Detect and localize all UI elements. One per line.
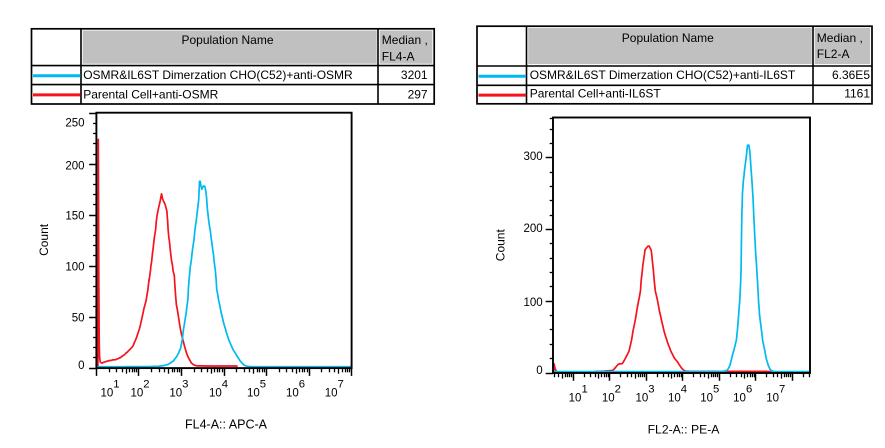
svg-text:103: 103	[635, 383, 654, 404]
svg-text:103: 103	[169, 378, 188, 399]
svg-text:FL4-A:: APC-A: FL4-A:: APC-A	[185, 418, 268, 432]
svg-text:Count: Count	[494, 229, 508, 262]
svg-text:297: 297	[408, 88, 428, 102]
svg-text:105: 105	[247, 378, 266, 399]
svg-text:200: 200	[524, 223, 543, 235]
svg-text:150: 150	[65, 211, 84, 223]
svg-text:FL4-A: FL4-A	[382, 50, 415, 64]
svg-text:50: 50	[72, 312, 85, 324]
svg-text:105: 105	[700, 383, 719, 404]
svg-text:107: 107	[766, 383, 785, 404]
svg-text:102: 102	[130, 378, 149, 399]
svg-text:102: 102	[602, 383, 621, 404]
svg-text:Population Name: Population Name	[181, 33, 273, 47]
svg-text:OSMR&IL6ST Dimerzation CHO(C52: OSMR&IL6ST Dimerzation CHO(C52)+anti-OSM…	[83, 68, 353, 82]
svg-text:100: 100	[65, 261, 84, 273]
svg-text:104: 104	[209, 378, 228, 399]
svg-text:Median ,: Median ,	[382, 33, 428, 47]
svg-text:6.36E5: 6.36E5	[832, 68, 870, 82]
svg-text:FL2-A: FL2-A	[817, 47, 850, 61]
svg-text:107: 107	[325, 378, 344, 399]
svg-text:100: 100	[524, 297, 543, 309]
svg-text:1161: 1161	[844, 87, 870, 101]
svg-text:Parental Cell+anti-IL6ST: Parental Cell+anti-IL6ST	[530, 87, 662, 101]
svg-text:3201: 3201	[401, 68, 428, 82]
svg-text:106: 106	[286, 378, 305, 399]
svg-text:Population Name: Population Name	[622, 31, 714, 45]
svg-text:FL2-A:: PE-A: FL2-A:: PE-A	[648, 423, 721, 437]
svg-text:0: 0	[536, 365, 542, 377]
svg-text:0: 0	[78, 360, 84, 372]
svg-text:101: 101	[100, 378, 119, 399]
svg-text:104: 104	[668, 383, 687, 404]
svg-text:Count: Count	[37, 223, 51, 256]
svg-text:200: 200	[65, 160, 84, 172]
svg-text:OSMR&IL6ST Dimerzation CHO(C52: OSMR&IL6ST Dimerzation CHO(C52)+anti-IL6…	[530, 68, 796, 82]
svg-text:300: 300	[524, 151, 543, 163]
svg-text:250: 250	[65, 118, 84, 130]
svg-text:Parental Cell+anti-OSMR: Parental Cell+anti-OSMR	[83, 88, 218, 102]
svg-text:106: 106	[733, 383, 752, 404]
svg-text:Median ,: Median ,	[817, 31, 863, 45]
svg-text:101: 101	[569, 383, 588, 404]
